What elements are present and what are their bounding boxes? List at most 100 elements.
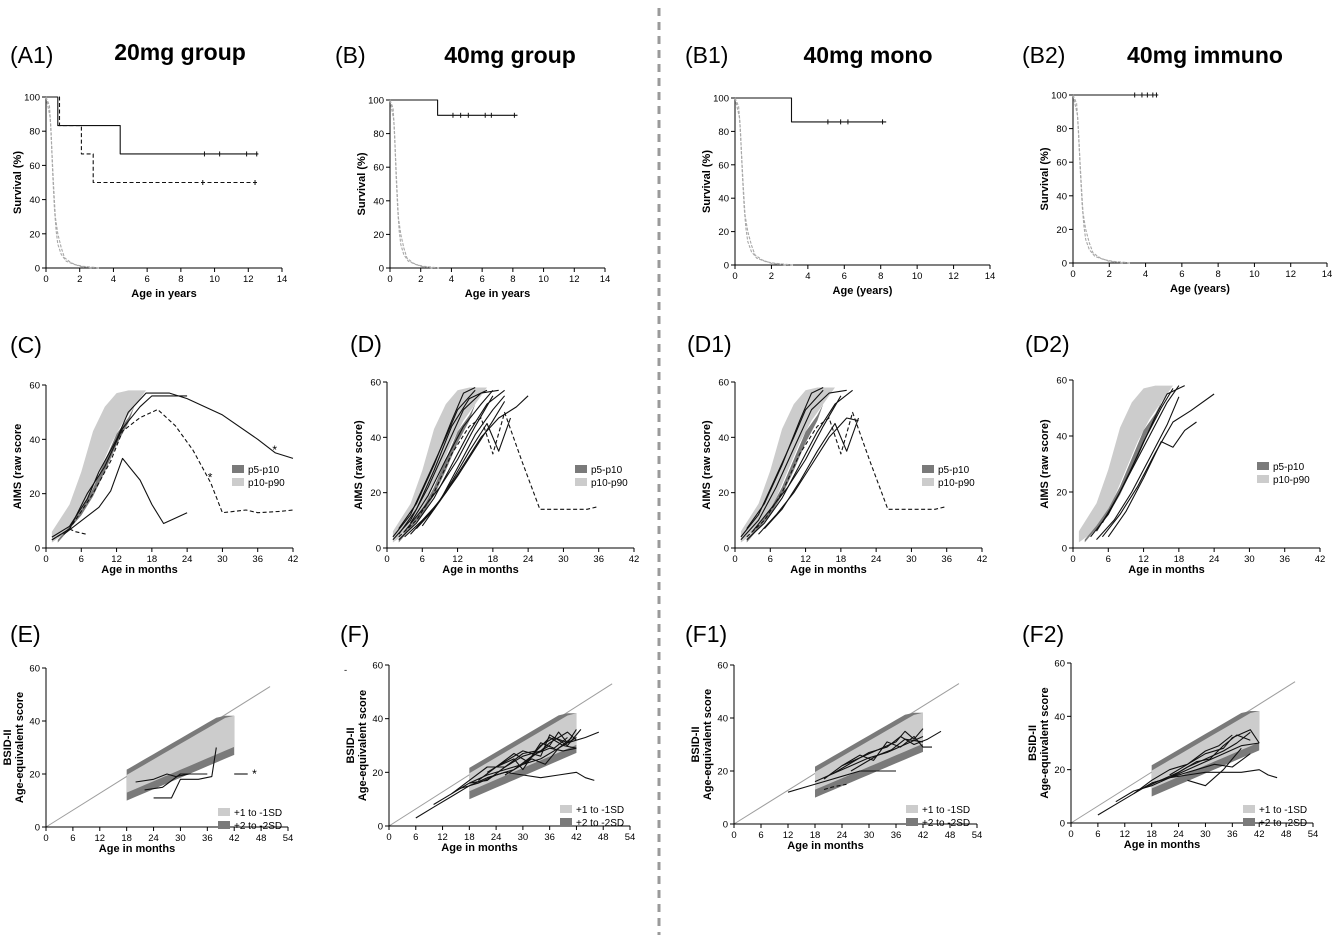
y-tick-label: 20	[1054, 765, 1065, 776]
series-line-12	[398, 411, 599, 538]
series-line-7	[763, 417, 860, 529]
x-tick-label: 24	[182, 554, 193, 565]
x-tick-label: 0	[43, 833, 48, 844]
x-tick-label: 24	[1209, 554, 1220, 565]
x-tick-label: 12	[1138, 554, 1149, 565]
series-line-1	[1097, 769, 1278, 816]
legend-label: p5-p10	[1273, 462, 1305, 473]
y-tick-label: 0	[35, 264, 40, 275]
legend-swatch	[232, 478, 244, 486]
legend-swatch	[218, 821, 230, 829]
legend-swatch	[1243, 818, 1255, 826]
series-line-2	[153, 747, 217, 799]
series-line-1	[51, 395, 188, 541]
legend-swatch	[218, 808, 230, 816]
x-axis-title: Age in months	[441, 842, 517, 854]
x-tick-label: 2	[1107, 269, 1112, 280]
x-tick-label: 12	[800, 554, 811, 565]
legend-label: +2 to -2SD	[922, 818, 970, 829]
x-tick-label: 0	[384, 554, 389, 565]
x-tick-label: 12	[111, 554, 122, 565]
legend-label: +1 to -1SD	[922, 805, 970, 816]
panel-label: (F1)	[685, 621, 727, 647]
y-axis-title: Survival (%)	[12, 151, 24, 214]
x-tick-label: 24	[1173, 829, 1184, 840]
x-tick-label: 42	[1254, 829, 1265, 840]
series-line-2	[51, 392, 294, 538]
series-line-7	[1169, 734, 1233, 776]
y-axis-title: BSID-II	[345, 727, 357, 763]
x-tick-label: 30	[1244, 554, 1255, 565]
y-tick-label: 0	[723, 820, 728, 831]
legend-label: +1 to -1SD	[234, 808, 282, 819]
y-tick-label: 0	[376, 544, 381, 555]
legend-label: p10-p90	[1273, 475, 1310, 486]
y-tick-label: 0	[1060, 819, 1065, 830]
x-tick-label: 24	[148, 833, 159, 844]
legend-swatch	[922, 478, 934, 486]
legend-label: +2 to -2SD	[1259, 818, 1307, 829]
x-tick-label: 54	[1308, 829, 1319, 840]
y-tick-label: 0	[379, 264, 384, 275]
p10-p90-band	[1078, 385, 1185, 543]
x-tick-label: 36	[544, 832, 555, 843]
x-tick-label: 30	[1200, 829, 1211, 840]
y-tick-label: 100	[24, 93, 40, 104]
x-axis-title: Age in months	[1124, 839, 1200, 851]
x-tick-label: 12	[948, 271, 959, 282]
y-tick-label: 0	[35, 823, 40, 834]
x-axis-title: Age in years	[131, 288, 196, 300]
y-tick-label: 40	[29, 435, 40, 446]
y-tick-label: 20	[718, 227, 729, 238]
y-tick-label: 60	[1054, 659, 1065, 670]
series-line-3	[135, 773, 208, 783]
x-tick-label: 48	[945, 830, 956, 841]
x-tick-label: 36	[1279, 554, 1290, 565]
y-axis-title: AIMS (raw score	[12, 424, 24, 510]
y-tick-label: 60	[717, 661, 728, 672]
y-tick-label: 40	[1054, 712, 1065, 723]
x-tick-label: 10	[912, 271, 923, 282]
y-axis-title-secondary: Age-equivalent score	[1039, 687, 1051, 798]
x-tick-label: 30	[864, 830, 875, 841]
y-tick-label: 20	[372, 768, 383, 779]
series-line-3	[45, 96, 100, 269]
x-tick-label: 42	[1315, 554, 1326, 565]
y-tick-label: 100	[1051, 91, 1067, 102]
x-tick-label: 48	[1281, 829, 1292, 840]
y-tick-label: 20	[29, 229, 40, 240]
x-tick-label: 14	[985, 271, 996, 282]
x-tick-label: 30	[518, 832, 529, 843]
x-tick-label: 4	[1143, 269, 1148, 280]
y-tick-label: 80	[29, 127, 40, 138]
series-line-6	[1160, 734, 1251, 781]
y-axis-title: Survival (%)	[701, 150, 713, 213]
legend-swatch	[575, 478, 587, 486]
y-axis-title: AIMS (raw score)	[1039, 419, 1051, 509]
x-tick-label: 18	[810, 830, 821, 841]
chart-panel-e: (E) 0 6 12 18 24 30 36 42 48 54 0 20 40 60 Age in month…	[2, 621, 293, 855]
legend-swatch	[232, 465, 244, 473]
chart-panel-b1: (B1) 40mg mono 0 2 4 6 8 10 12 14 0 20 40 60 80 100 Age …	[685, 42, 995, 297]
y-tick-label: 0	[1062, 259, 1067, 270]
chart-panel-f2: (F2) 0 6 12 18 24 30 36 42 48 54 0 20 40 60 Age in mont…	[1022, 621, 1318, 851]
series-line-3	[1133, 729, 1260, 795]
x-tick-label: 36	[1227, 829, 1238, 840]
series-line-7	[823, 783, 847, 791]
x-tick-label: 0	[1070, 554, 1075, 565]
y-tick-label: 0	[724, 261, 729, 272]
series-line-4	[398, 389, 488, 535]
panel-label: (A1)	[10, 42, 53, 68]
x-tick-label: 42	[918, 830, 929, 841]
x-tick-label: 6	[79, 554, 84, 565]
legend-swatch	[560, 805, 572, 813]
legend-label: p5-p10	[591, 465, 623, 476]
series-line-3	[398, 389, 505, 541]
x-tick-label: 6	[479, 274, 484, 285]
legend-label: p10-p90	[938, 478, 975, 489]
y-tick-label: 20	[29, 770, 40, 781]
series-line-5	[469, 736, 577, 784]
series-line-2	[46, 96, 259, 184]
y-tick-label: 80	[718, 127, 729, 138]
